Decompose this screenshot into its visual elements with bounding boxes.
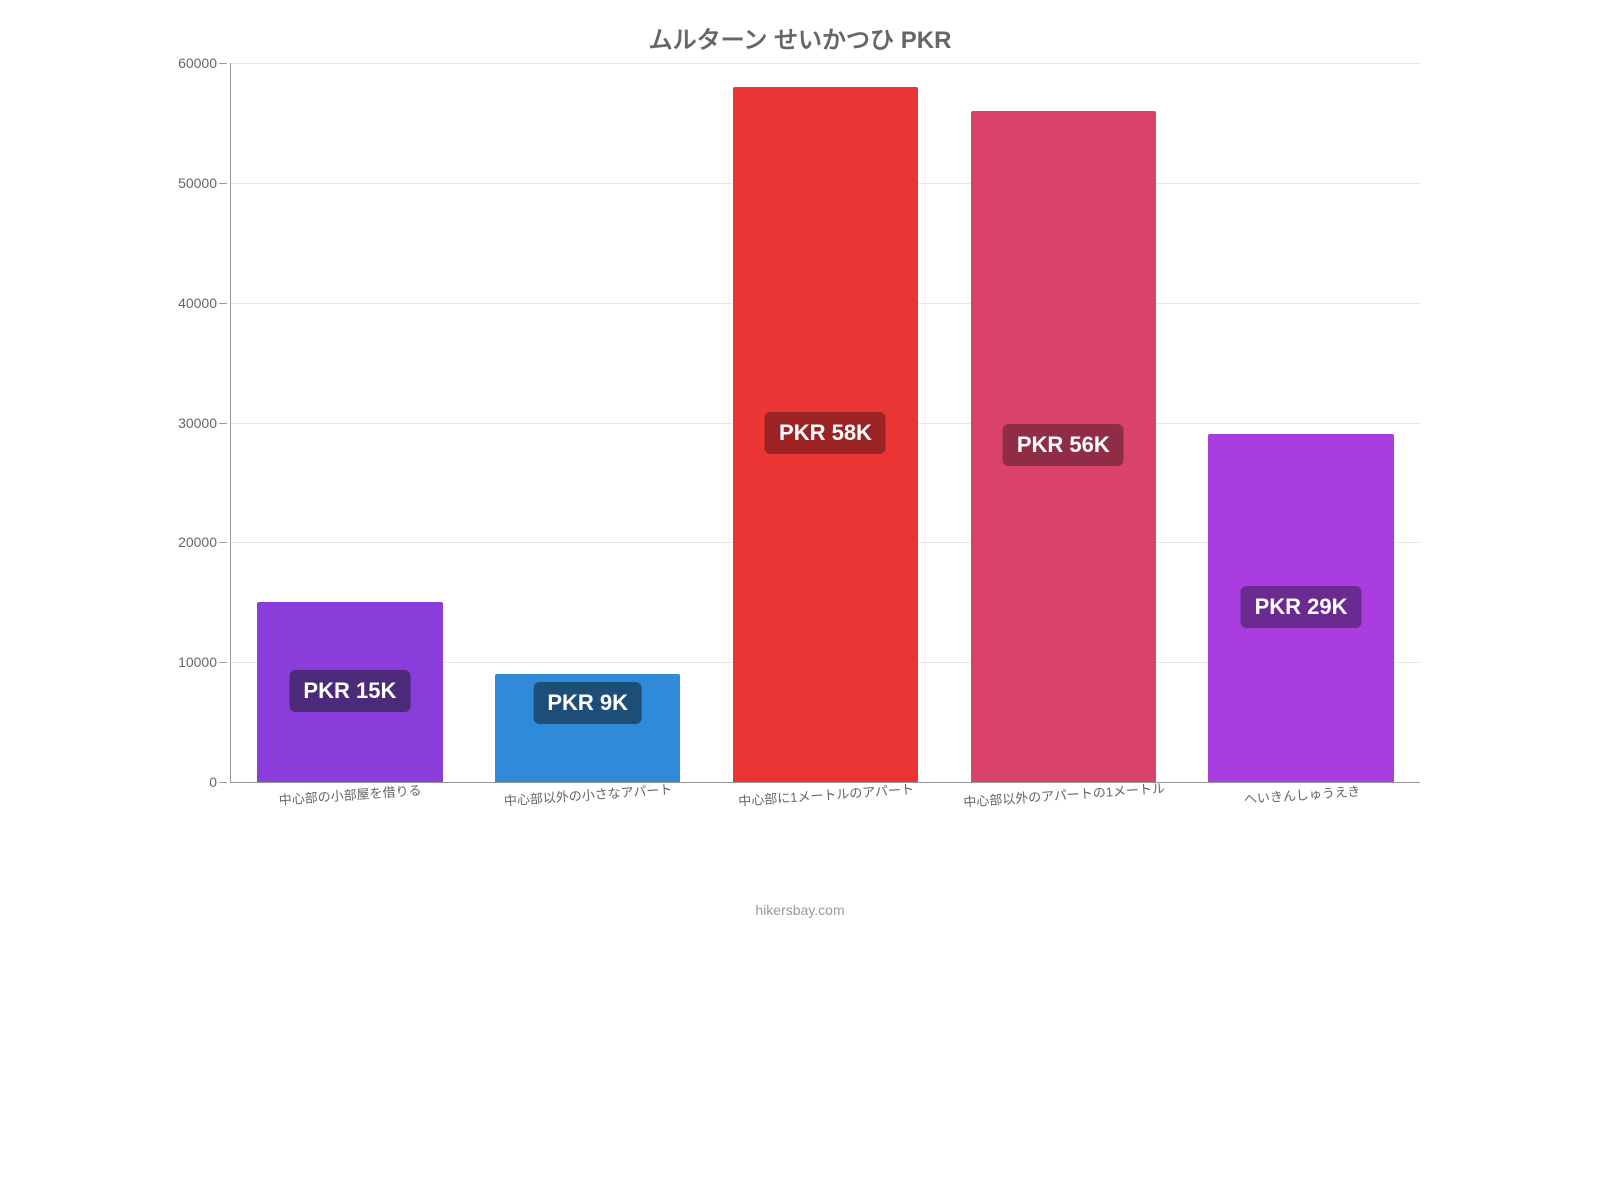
bar: PKR 29K: [1208, 434, 1393, 782]
chart-title: ムルターン せいかつひ PKR: [160, 20, 1440, 55]
x-axis: 中心部の小部屋を借りる中心部以外の小さなアパート中心部に1メートルのアパート中心…: [230, 783, 1420, 812]
bar-value-label: PKR 9K: [533, 682, 642, 724]
bar-value-label: PKR 56K: [1003, 424, 1124, 466]
source-attribution: hikersbay.com: [160, 902, 1440, 918]
bar-value-label: PKR 15K: [289, 670, 410, 712]
y-tick-label: 20000: [178, 534, 231, 550]
bar-slot: PKR 9K: [469, 63, 707, 782]
bar-slot: PKR 58K: [707, 63, 945, 782]
bar: PKR 56K: [971, 111, 1156, 782]
bar: PKR 58K: [733, 87, 918, 782]
y-tick-label: 0: [209, 774, 231, 790]
bar: PKR 9K: [495, 674, 680, 782]
bars-group: PKR 15K PKR 9K PKR 58K PKR 56K PKR 29K: [231, 63, 1420, 782]
y-tick-label: 40000: [178, 295, 231, 311]
y-tick-label: 10000: [178, 654, 231, 670]
y-tick-label: 50000: [178, 175, 231, 191]
bar-slot: PKR 56K: [944, 63, 1182, 782]
chart-container: ムルターン せいかつひ PKR PKR 15KPKR 9KPKR 58KPKR …: [160, 20, 1440, 980]
bar: PKR 15K: [257, 602, 442, 782]
bar-slot: PKR 15K: [231, 63, 469, 782]
bar-value-label: PKR 58K: [765, 412, 886, 454]
plot-area: PKR 15KPKR 9KPKR 58KPKR 56KPKR 29K 01000…: [230, 63, 1420, 783]
bar-value-label: PKR 29K: [1241, 586, 1362, 628]
y-tick-label: 30000: [178, 415, 231, 431]
y-tick-label: 60000: [178, 55, 231, 71]
bar-slot: PKR 29K: [1182, 63, 1420, 782]
